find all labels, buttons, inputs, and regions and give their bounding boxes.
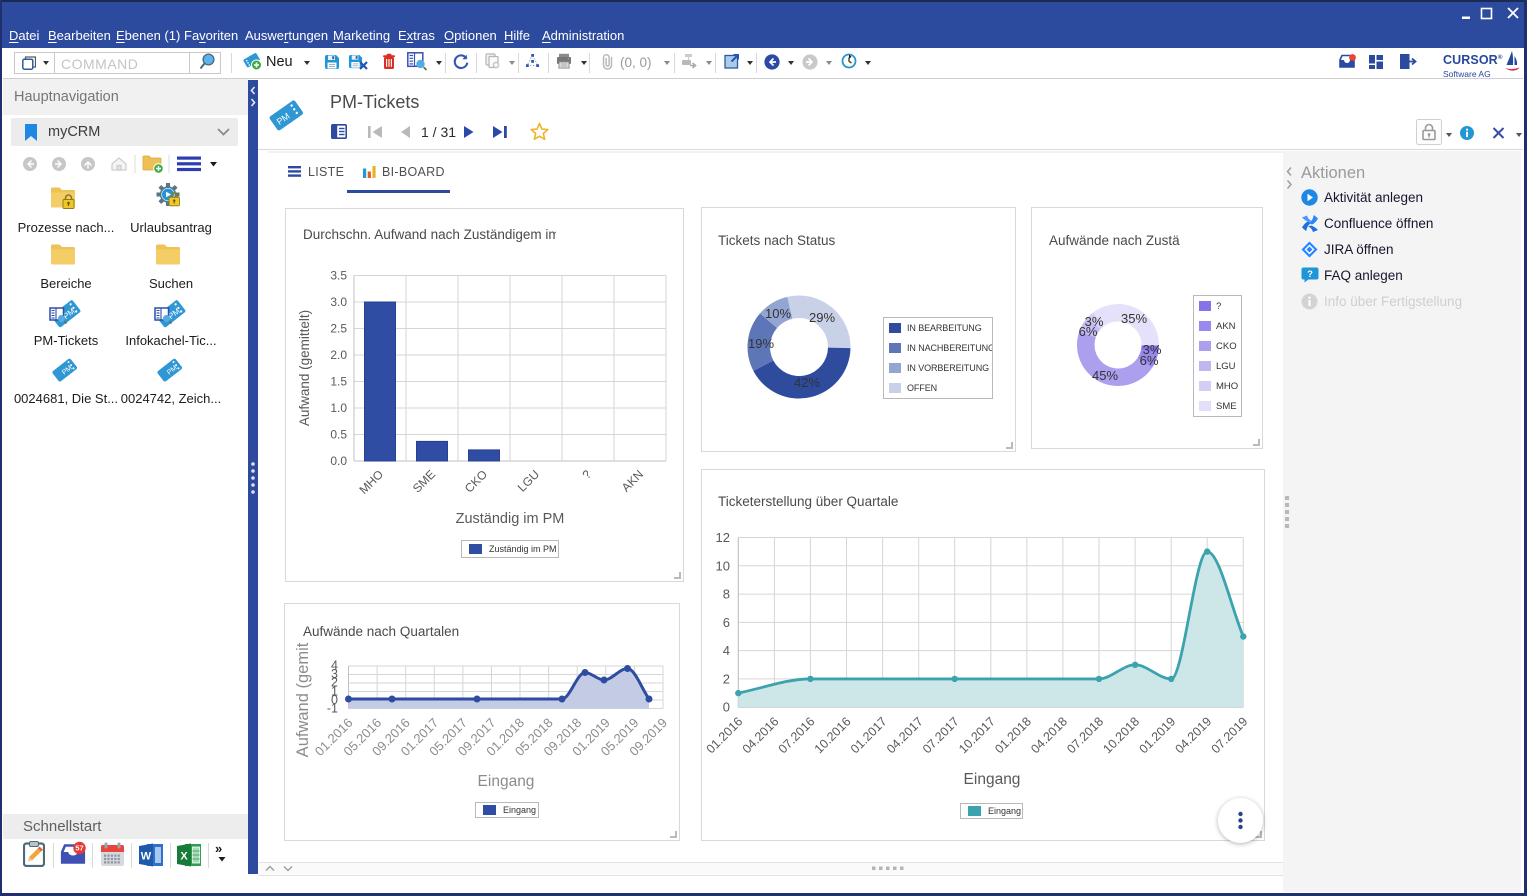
svg-text:57: 57	[75, 844, 83, 853]
svg-text:»: »	[215, 842, 222, 856]
svg-text:?: ?	[1307, 269, 1313, 280]
svg-text:X: X	[180, 851, 188, 863]
svg-text:W: W	[141, 851, 152, 863]
